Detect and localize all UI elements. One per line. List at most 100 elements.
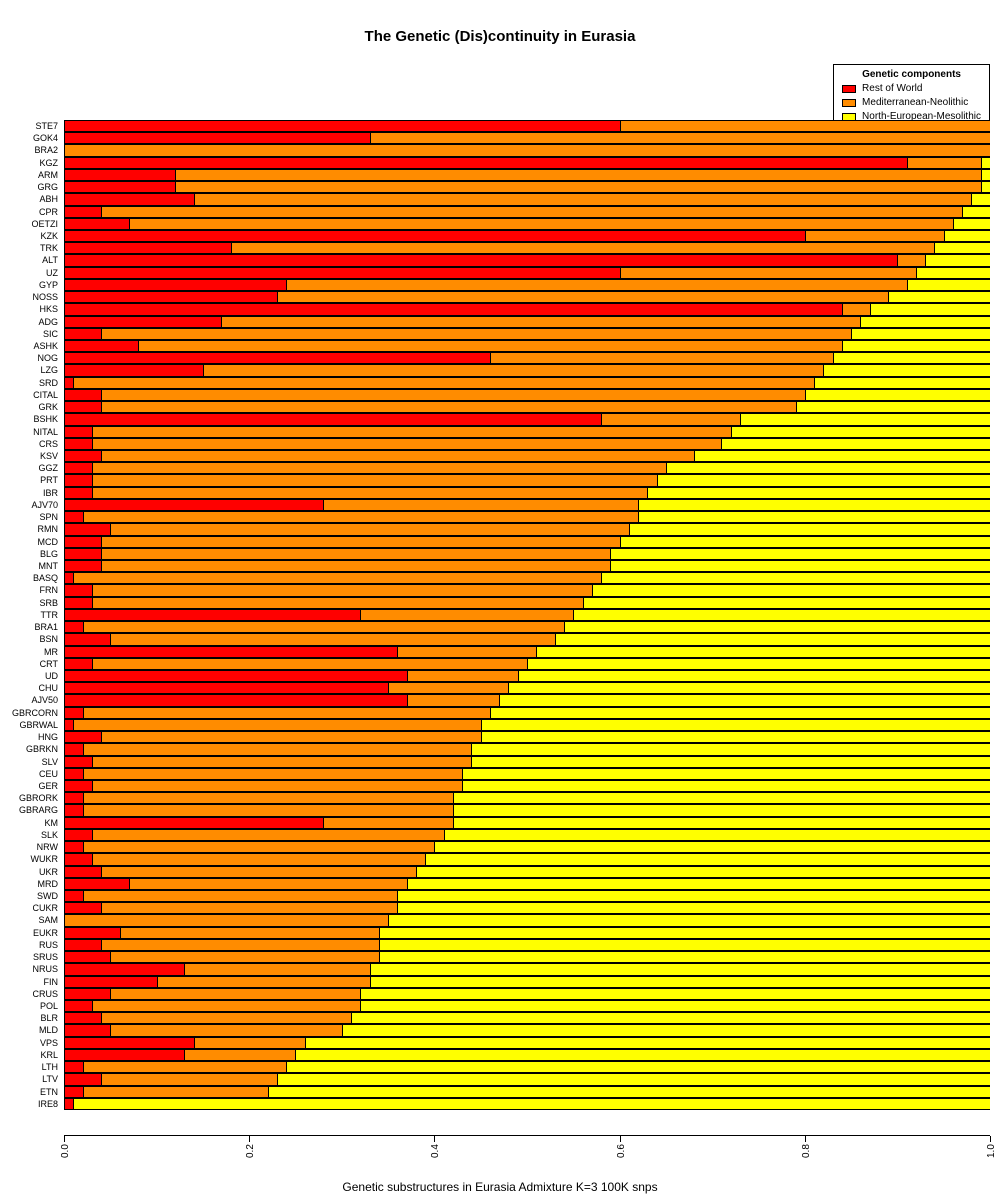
bar-row: NRUS (64, 963, 990, 975)
bar-row: MCD (64, 536, 990, 548)
bar-row: MR (64, 646, 990, 658)
bar-label: KZK (40, 232, 64, 241)
bar-row: OETZI (64, 218, 990, 230)
bar-row: CPR (64, 206, 990, 218)
bar-segment (64, 939, 101, 951)
bar-row: SIC (64, 328, 990, 340)
x-tick-label: 0.0 (60, 1144, 71, 1158)
bar-label: VPS (40, 1039, 64, 1048)
bar-row: GBRKN (64, 743, 990, 755)
bar-segment (83, 743, 472, 755)
bar-segment (397, 646, 536, 658)
bar-row: CRT (64, 658, 990, 670)
bar-segment (203, 364, 823, 376)
bar-segment (64, 267, 620, 279)
bar-segment (110, 951, 379, 963)
bar-label: NOSS (32, 293, 64, 302)
bar-label: PRT (40, 476, 64, 485)
bar-segment (64, 450, 101, 462)
bar-segment (842, 340, 990, 352)
bar-label: SLV (42, 758, 64, 767)
bar-row: MNT (64, 560, 990, 572)
bar-segment (555, 633, 990, 645)
bar-segment (721, 438, 990, 450)
x-tick (249, 1136, 250, 1142)
bar-row: SAM (64, 914, 990, 926)
bar-label: BRA1 (34, 623, 64, 632)
bar-segment (814, 377, 990, 389)
bar-segment (268, 1086, 990, 1098)
bar-label: SRB (39, 599, 64, 608)
bar-segment (92, 756, 472, 768)
bar-segment (583, 597, 990, 609)
bar-segment (101, 902, 397, 914)
bar-segment (120, 927, 379, 939)
bar-label: MLD (39, 1026, 64, 1035)
bar-row: BSN (64, 633, 990, 645)
bar-label: CRUS (32, 990, 64, 999)
bar-segment (64, 462, 92, 474)
bar-label: MNT (39, 562, 65, 571)
bar-row: IBR (64, 487, 990, 499)
bar-label: CRT (40, 660, 64, 669)
bar-row: CUKR (64, 902, 990, 914)
bar-segment (64, 181, 175, 193)
bar-segment (101, 401, 796, 413)
bar-segment (64, 193, 194, 205)
bar-row: BRA2 (64, 144, 990, 156)
bar-segment (64, 682, 388, 694)
bar-label: OETZI (32, 220, 65, 229)
bar-row: ABH (64, 193, 990, 205)
bar-row: SRB (64, 597, 990, 609)
bar-row: IRE8 (64, 1098, 990, 1110)
bar-label: GYP (39, 281, 64, 290)
bar-label: CRS (39, 440, 64, 449)
bar-segment (92, 462, 666, 474)
bar-segment (64, 426, 92, 438)
bar-row: GBRWAL (64, 719, 990, 731)
bar-segment (83, 890, 398, 902)
bar-segment (388, 914, 990, 926)
bar-segment (64, 279, 286, 291)
bar-row: BLG (64, 548, 990, 560)
bar-segment (471, 743, 990, 755)
bar-segment (110, 523, 629, 535)
bar-segment (620, 267, 916, 279)
bar-segment (64, 254, 897, 266)
bar-segment (370, 963, 990, 975)
bar-row: SRUS (64, 951, 990, 963)
bar-segment (981, 169, 990, 181)
bar-segment (101, 560, 610, 572)
bar-segment (110, 633, 554, 645)
bar-row: CHU (64, 682, 990, 694)
bar-label: GBRCORN (12, 709, 64, 718)
bar-label: AJV70 (31, 501, 64, 510)
bar-segment (64, 548, 101, 560)
x-tick (805, 1136, 806, 1142)
bar-segment (536, 646, 990, 658)
bar-segment (64, 523, 110, 535)
bar-row: ALT (64, 254, 990, 266)
bar-label: GER (38, 782, 64, 791)
bar-segment (351, 1012, 990, 1024)
bar-segment (870, 303, 990, 315)
bar-segment (416, 866, 990, 878)
bar-segment (64, 511, 83, 523)
bar-segment (805, 389, 990, 401)
bar-segment (64, 963, 184, 975)
bar-segment (981, 157, 990, 169)
bar-row: UKR (64, 866, 990, 878)
bar-label: FIN (44, 978, 65, 987)
bar-segment (64, 731, 101, 743)
bar-row: ASHK (64, 340, 990, 352)
bar-row: SRD (64, 377, 990, 389)
bar-label: SAM (38, 916, 64, 925)
bar-segment (453, 792, 990, 804)
bar-row: AJV70 (64, 499, 990, 511)
bar-segment (64, 743, 83, 755)
bar-segment (916, 267, 990, 279)
bar-label: NRW (37, 843, 64, 852)
bar-segment (64, 914, 388, 926)
x-tick-label: 0.6 (616, 1144, 627, 1158)
bar-segment (397, 890, 990, 902)
